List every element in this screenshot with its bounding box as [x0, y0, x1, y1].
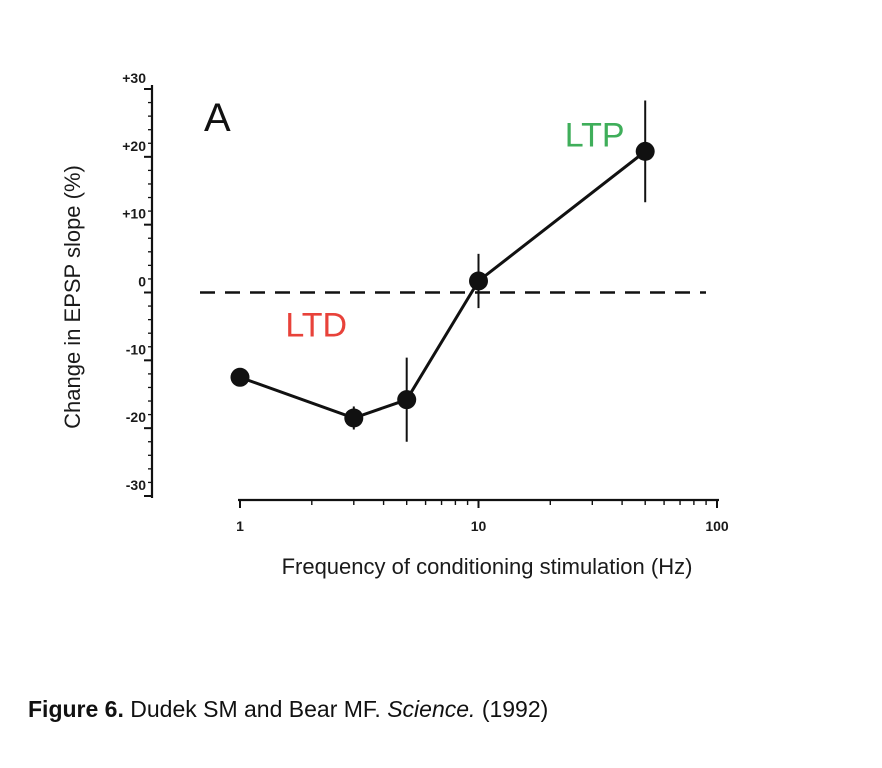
data-point — [397, 390, 417, 410]
panel-label: A — [204, 96, 231, 140]
y-tick-label: +30 — [122, 70, 146, 86]
data-point — [344, 408, 364, 428]
caption-year: (1992) — [481, 696, 549, 722]
y-axis-label: Change in EPSP slope (%) — [60, 165, 85, 429]
y-tick-label: -20 — [126, 409, 146, 425]
series-line — [239, 150, 647, 420]
annotation-ltd: LTD — [285, 307, 347, 345]
data-point — [469, 271, 488, 291]
y-axis: +30 +20 +10 0 -10 -20 -30 — [122, 70, 154, 498]
y-tick-label: -10 — [126, 341, 146, 357]
x-axis-label: Frequency of conditioning stimulation (H… — [282, 554, 693, 579]
x-tick-label: 10 — [471, 518, 487, 534]
chart: +30 +20 +10 0 -10 -20 -30 1 10 100 A LTD LTP Fre… — [60, 70, 729, 579]
x-tick-label: 1 — [236, 518, 244, 534]
series-group — [230, 100, 655, 442]
y-tick-label: 0 — [138, 274, 146, 290]
x-axis: 1 10 100 — [236, 498, 729, 534]
x-tick-label: 100 — [705, 518, 729, 534]
y-tick-label: +10 — [122, 206, 146, 222]
caption-label: Figure 6. — [28, 696, 124, 722]
caption-authors: Dudek SM and Bear MF. — [130, 696, 381, 722]
data-point — [635, 141, 655, 161]
annotation-ltp: LTP — [565, 117, 625, 155]
figure-caption: Figure 6. Dudek SM and Bear MF. Science.… — [28, 696, 548, 723]
y-tick-label: +20 — [122, 138, 146, 154]
caption-journal: Science. — [387, 696, 476, 722]
y-tick-label: -30 — [126, 477, 146, 493]
data-point — [230, 367, 250, 387]
